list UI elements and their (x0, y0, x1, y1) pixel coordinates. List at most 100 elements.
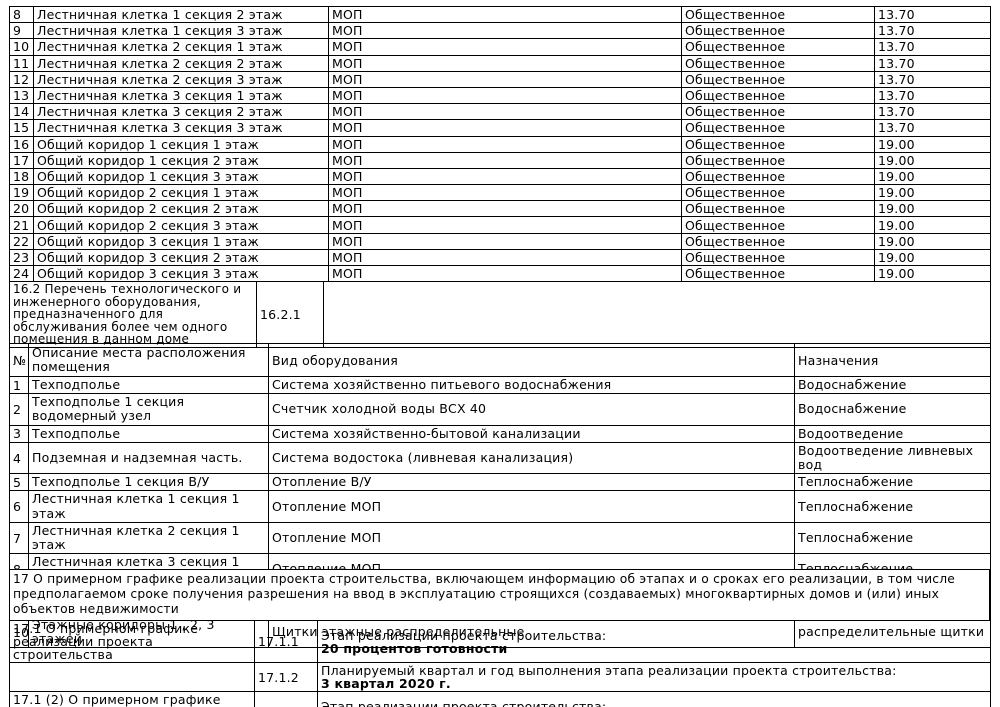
premises-name-cell: Общий коридор 1 секция 3 этаж (33, 167, 329, 186)
equipment-kind-cell: Отопление МОП (268, 521, 795, 555)
equipment-header-location: Описание места расположения помещения (28, 343, 269, 377)
premises-category-cell: МОП (328, 70, 682, 88)
section-17-heading: 17 О примерном графике реализации проект… (9, 569, 990, 621)
premises-purpose-cell: Общественное (681, 22, 875, 40)
premises-area-cell: 13.70 (874, 70, 991, 88)
premises-row-number: 8 (9, 5, 34, 24)
schedule-row: 17.1 О примерном графике реализации прое… (9, 620, 991, 663)
equipment-row-number: 2 (9, 393, 29, 426)
premises-name-cell: Общий коридор 3 секция 1 этаж (33, 232, 329, 250)
premises-row: 9 Лестничная клетка 1 секция 3 этаж МОП … (9, 22, 991, 40)
equipment-header-kind: Вид оборудования (268, 343, 795, 377)
premises-name-cell: Лестничная клетка 1 секция 2 этаж (33, 5, 329, 24)
premises-category-cell: МОП (328, 167, 682, 186)
schedule-label-cell: 17.1 (2) О примерном графике реализации … (9, 691, 255, 707)
schedule-value-cell: Планируемый квартал и год выполнения эта… (317, 662, 991, 692)
schedule-code-cell: 17.1.1 (254, 620, 318, 663)
equipment-location-cell: Лестничная клетка 2 секция 1 этаж (28, 521, 269, 555)
premises-name-cell: Лестничная клетка 3 секция 1 этаж (33, 86, 329, 105)
premises-category-cell: МОП (328, 103, 682, 121)
equipment-kind-cell: Счетчик холодной воды ВСХ 40 (268, 393, 795, 426)
premises-area-cell: 19.00 (874, 264, 991, 283)
equipment-purpose-cell: Теплоснабжение (794, 521, 991, 555)
equipment-location-cell: Подземная и надземная часть. (28, 441, 269, 475)
premises-area-cell: 13.70 (874, 103, 991, 121)
premises-purpose-cell: Общественное (681, 151, 875, 169)
schedule-code-cell: 17.1.1 (254, 691, 318, 707)
equipment-location-cell: Техподполье (28, 424, 269, 443)
premises-area-cell: 13.70 (874, 54, 991, 72)
equipment-purpose-cell: Теплоснабжение (794, 490, 991, 523)
premises-name-cell: Общий коридор 2 секция 3 этаж (33, 216, 329, 234)
equipment-header-row: № Описание места расположения помещения … (9, 343, 991, 377)
premises-area-cell: 19.00 (874, 167, 991, 186)
premises-purpose-cell: Общественное (681, 232, 875, 250)
premises-area-cell: 19.00 (874, 184, 991, 202)
equipment-table-header: № Описание места расположения помещения … (9, 343, 991, 377)
equipment-purpose-cell: Водоотведение (794, 424, 991, 443)
equipment-row: 7 Лестничная клетка 2 секция 1 этаж Отоп… (9, 521, 991, 555)
section-16-2-empty-cell (323, 281, 991, 348)
premises-category-cell: МОП (328, 248, 682, 267)
schedule-table-body: 17.1 О примерном графике реализации прое… (9, 620, 991, 707)
schedule-value-cell: Этап реализации проекта строительства: 2… (317, 620, 991, 663)
premises-row-number: 15 (9, 119, 34, 137)
premises-row-number: 16 (9, 135, 34, 153)
equipment-kind-cell: Отопление В/У (268, 473, 795, 492)
premises-row: 12 Лестничная клетка 2 секция 3 этаж МОП… (9, 70, 991, 88)
equipment-location-cell: Техподполье 1 секция В/У (28, 473, 269, 492)
premises-row: 24 Общий коридор 3 секция 3 этаж МОП Общ… (9, 264, 991, 283)
premises-row-number: 23 (9, 248, 34, 267)
section-16-2-cells: 16.2 Перечень технологического и инженер… (9, 281, 991, 348)
premises-name-cell: Лестничная клетка 2 секция 1 этаж (33, 38, 329, 56)
premises-name-cell: Общий коридор 2 секция 2 этаж (33, 200, 329, 218)
equipment-purpose-cell: Водоснабжение (794, 393, 991, 426)
premises-row-number: 19 (9, 184, 34, 202)
premises-row-number: 21 (9, 216, 34, 234)
premises-purpose-cell: Общественное (681, 70, 875, 88)
premises-purpose-cell: Общественное (681, 54, 875, 72)
premises-area-cell: 13.70 (874, 86, 991, 105)
equipment-row-number: 6 (9, 490, 29, 523)
premises-category-cell: МОП (328, 184, 682, 202)
schedule-value-line2: 3 квартал 2020 г. (321, 676, 451, 691)
equipment-row-number: 7 (9, 521, 29, 555)
premises-category-cell: МОП (328, 151, 682, 169)
premises-category-cell: МОП (328, 135, 682, 153)
section-16-2-row: 16.2 Перечень технологического и инженер… (9, 281, 991, 348)
equipment-purpose-cell: Водоотведение ливневых вод (794, 441, 991, 475)
schedule-row: 17.1.2 Планируемый квартал и год выполне… (9, 662, 991, 692)
premises-name-cell: Общий коридор 1 секция 1 этаж (33, 135, 329, 153)
schedule-row: 17.1 (2) О примерном графике реализации … (9, 691, 991, 707)
premises-category-cell: МОП (328, 22, 682, 40)
premises-purpose-cell: Общественное (681, 200, 875, 218)
premises-row-number: 24 (9, 264, 34, 283)
section-16-2-title: 16.2 Перечень технологического и инженер… (9, 281, 257, 348)
premises-category-cell: МОП (328, 86, 682, 105)
schedule-label-cell: 17.1 О примерном графике реализации прое… (9, 620, 255, 663)
premises-purpose-cell: Общественное (681, 38, 875, 56)
premises-table-body: 8 Лестничная клетка 1 секция 2 этаж МОП … (9, 5, 991, 283)
premises-name-cell: Лестничная клетка 3 секция 3 этаж (33, 119, 329, 137)
premises-row: 17 Общий коридор 1 секция 2 этаж МОП Общ… (9, 151, 991, 169)
premises-area-cell: 13.70 (874, 5, 991, 24)
premises-category-cell: МОП (328, 54, 682, 72)
equipment-row-number: 4 (9, 441, 29, 475)
premises-name-cell: Лестничная клетка 2 секция 2 этаж (33, 54, 329, 72)
premises-area-cell: 19.00 (874, 135, 991, 153)
equipment-row: 6 Лестничная клетка 1 секция 1 этаж Отоп… (9, 490, 991, 523)
premises-row: 8 Лестничная клетка 1 секция 2 этаж МОП … (9, 5, 991, 24)
premises-row-number: 12 (9, 70, 34, 88)
equipment-header-purpose: Назначения (794, 343, 991, 377)
schedule-table: 17.1 О примерном графике реализации прое… (9, 620, 991, 707)
premises-row: 16 Общий коридор 1 секция 1 этаж МОП Общ… (9, 135, 991, 153)
equipment-row-number: 5 (9, 473, 29, 492)
premises-row-number: 22 (9, 232, 34, 250)
equipment-location-cell: Лестничная клетка 1 секция 1 этаж (28, 490, 269, 523)
premises-area-cell: 19.00 (874, 232, 991, 250)
equipment-row: 1 Техподполье Система хозяйственно питье… (9, 375, 991, 395)
schedule-label-cell (9, 662, 255, 692)
equipment-row-number: 1 (9, 375, 29, 395)
premises-purpose-cell: Общественное (681, 103, 875, 121)
equipment-location-cell: Техподполье (28, 375, 269, 395)
